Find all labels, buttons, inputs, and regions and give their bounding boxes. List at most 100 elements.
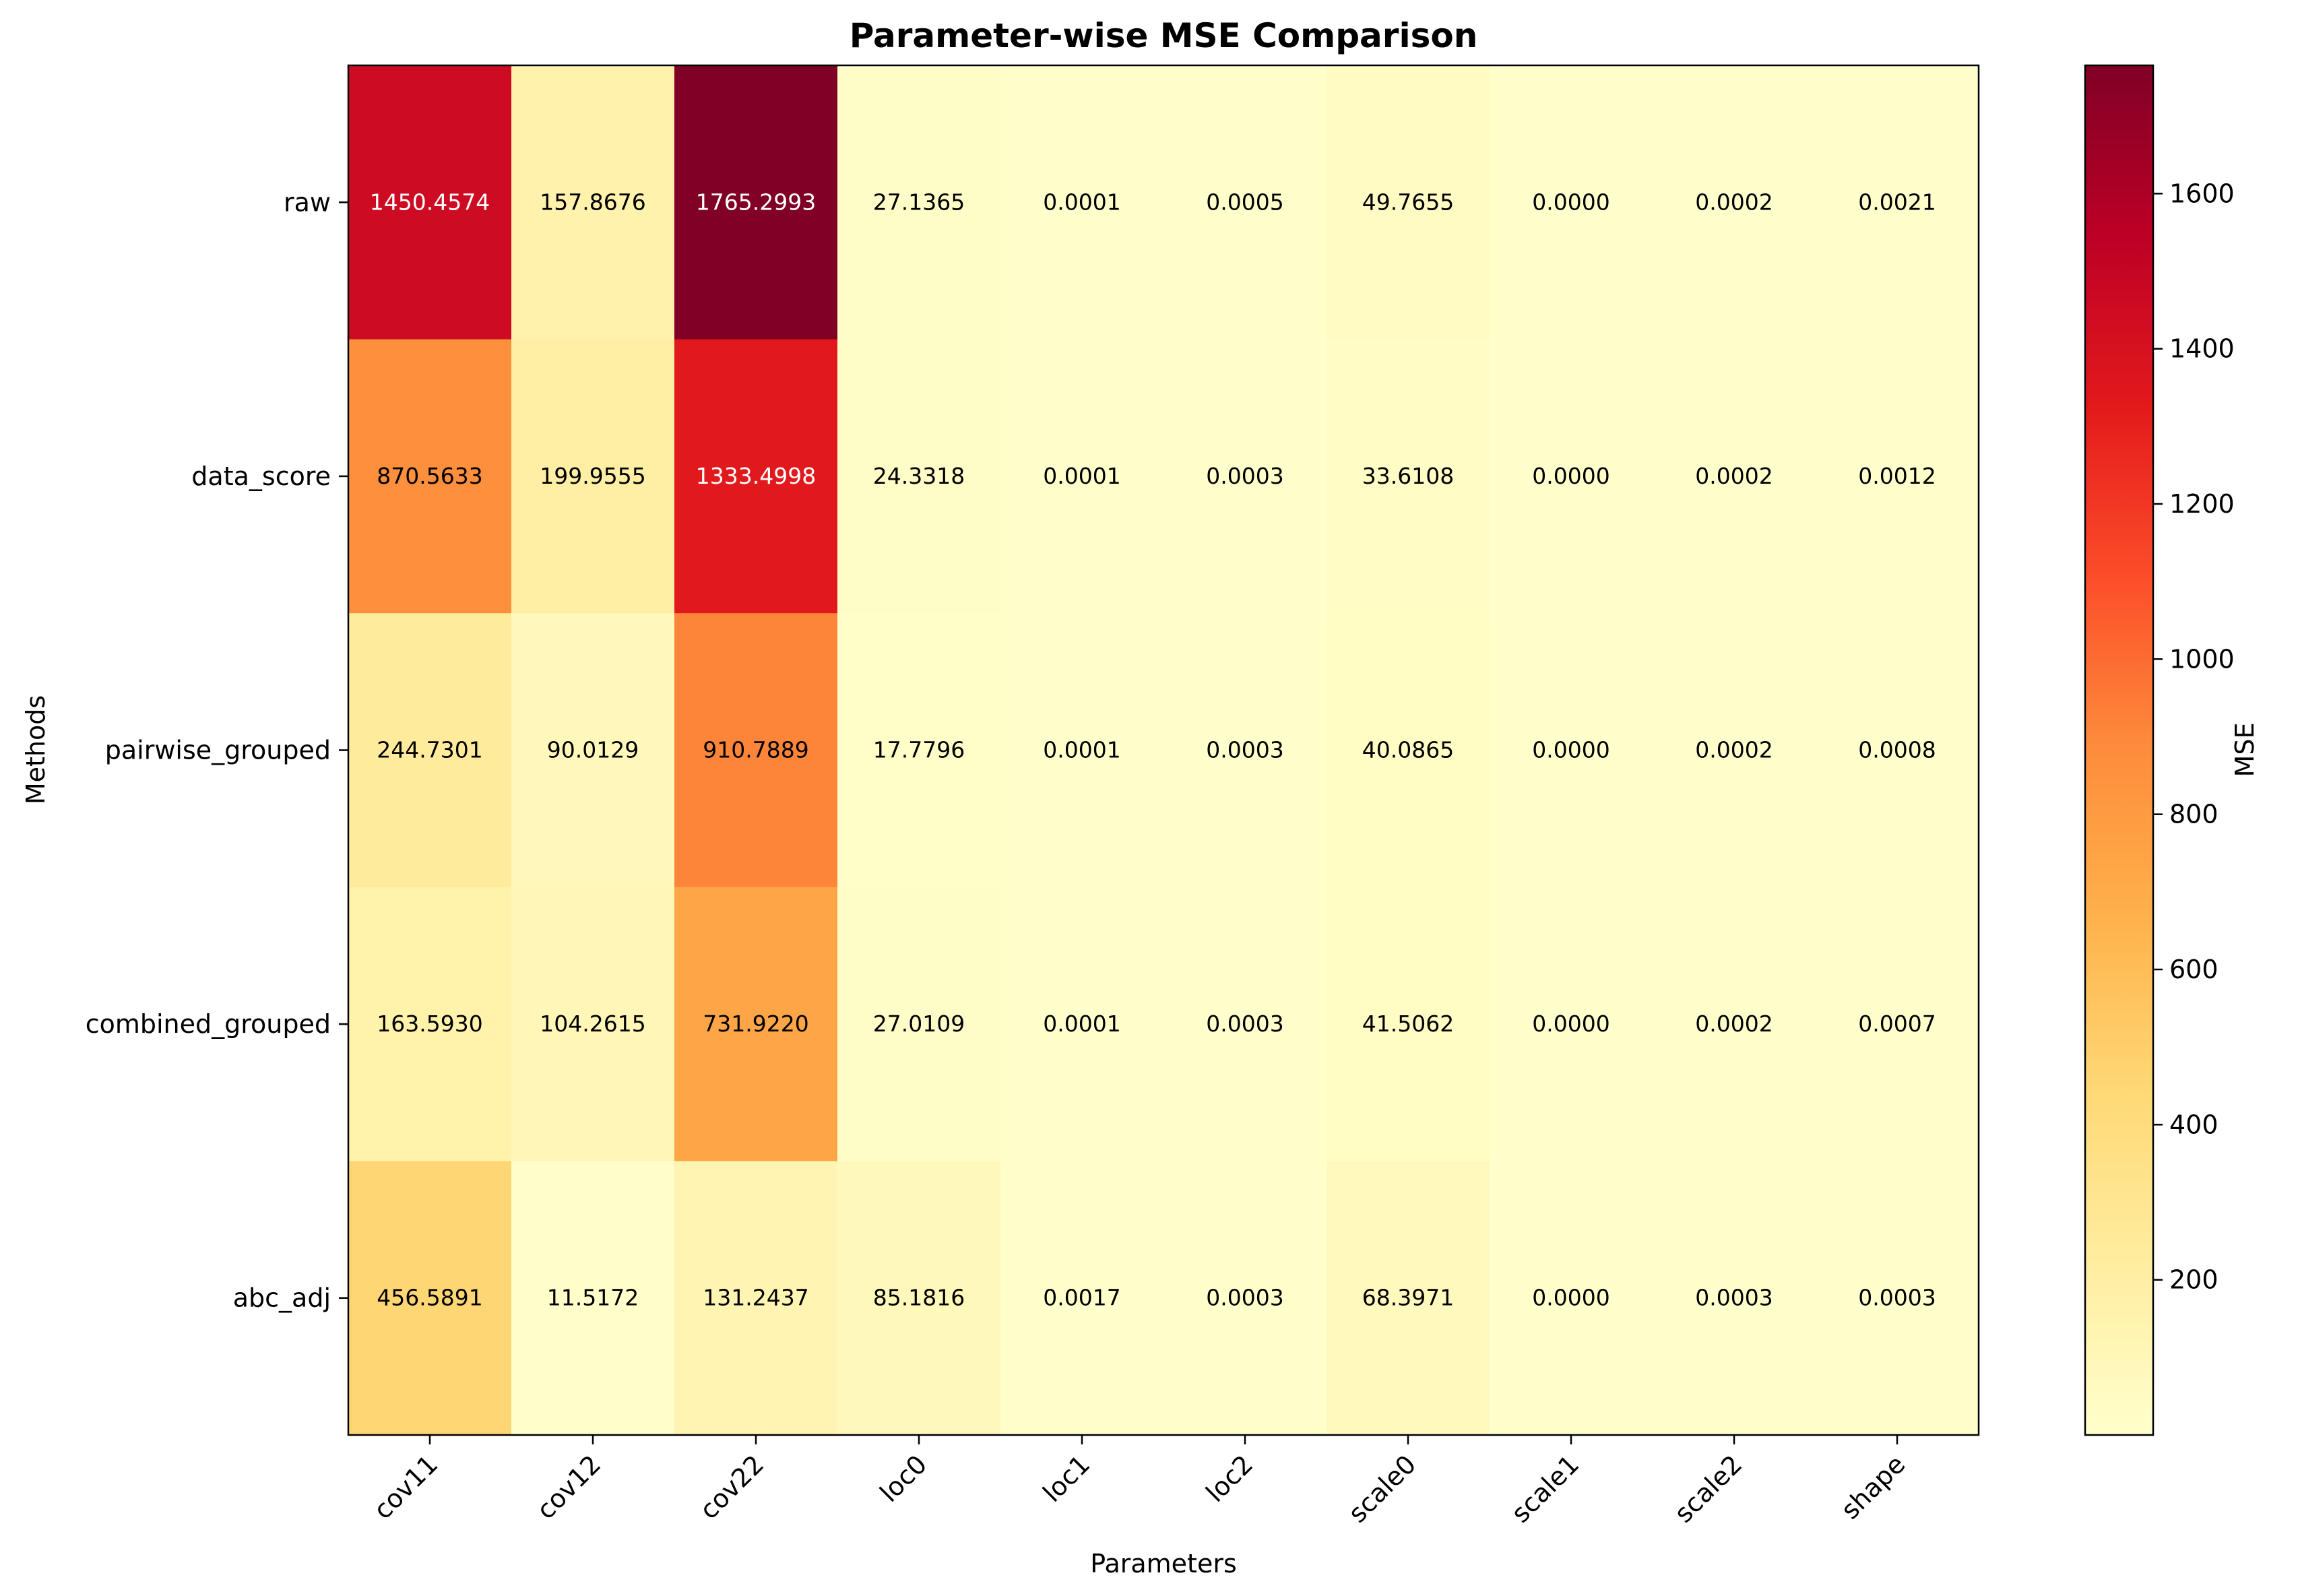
colorbar-tick-label: 1000 [2169,644,2235,674]
cell-value-label: 0.0000 [1532,463,1609,489]
heatmap-cell-raw-cov12 [511,65,675,340]
y-axis-label: Methods [21,695,51,804]
heatmap-cell-data_score-shape [1816,339,1979,614]
cell-value-label: 49.7655 [1362,189,1454,215]
cell-value-label: 0.0000 [1532,1011,1609,1037]
cell-value-label: 0.0002 [1695,1011,1773,1037]
heatmap-cell-raw-shape [1816,65,1979,340]
heatmap-cell-combined_grouped-loc0 [837,887,1001,1161]
cell-value-label: 0.0007 [1858,1011,1936,1037]
cell-value-label: 11.5172 [547,1285,639,1311]
heatmap-cell-pairwise_grouped-scale1 [1490,613,1653,888]
heatmap-cell-combined_grouped-scale0 [1327,887,1490,1161]
cell-value-label: 1333.4998 [696,463,816,489]
heatmap-cell-raw-scale2 [1653,65,1816,340]
heatmap-cell-data_score-cov11 [348,339,512,614]
x-tick-label: scale2 [1669,1449,1748,1528]
y-tick-label: data_score [191,461,331,491]
heatmap-cell-pairwise_grouped-scale0 [1327,613,1490,888]
cell-value-label: 870.5633 [377,463,482,489]
heatmap-cell-combined_grouped-shape [1816,887,1979,1161]
heatmap-cell-combined_grouped-cov22 [674,887,838,1161]
heatmap-cell-raw-cov22 [674,65,838,340]
cell-value-label: 33.6108 [1362,463,1454,489]
colorbar-tick-label: 1200 [2169,489,2235,519]
colorbar-label: MSE [2230,723,2260,777]
heatmap-cell-data_score-loc2 [1163,339,1327,614]
heatmap-cell-abc_adj-cov12 [511,1161,675,1436]
chart-title: Parameter-wise MSE Comparison [850,16,1478,55]
heatmap-cell-raw-scale0 [1327,65,1490,340]
heatmap-cell-raw-loc2 [1163,65,1327,340]
x-axis-label: Parameters [1090,1549,1237,1578]
heatmap-cell-raw-loc1 [1000,65,1164,340]
heatmap-cell-raw-loc0 [837,65,1001,340]
cell-value-label: 0.0001 [1043,737,1120,763]
heatmap-cells [348,65,1979,1436]
cell-value-label: 0.0001 [1043,189,1120,215]
cell-value-label: 1765.2993 [696,189,816,215]
heatmap-cell-pairwise_grouped-loc1 [1000,613,1164,888]
cell-value-label: 0.0003 [1695,1285,1773,1311]
heatmap-cell-pairwise_grouped-cov11 [348,613,512,888]
cell-value-label: 0.0000 [1532,737,1609,763]
heatmap-cell-pairwise_grouped-shape [1816,613,1979,888]
x-tick-label: cov12 [531,1449,606,1525]
x-tick-label: scale1 [1506,1449,1585,1528]
cell-value-label: 90.0129 [547,737,639,763]
cell-value-label: 910.7889 [703,737,808,763]
heatmap-cell-abc_adj-scale1 [1490,1161,1653,1436]
x-tick-label: cov11 [368,1449,443,1525]
cell-value-label: 85.1816 [873,1285,965,1311]
heatmap-cell-raw-cov11 [348,65,512,340]
cell-value-label: 163.5930 [377,1011,482,1037]
heatmap-cell-data_score-scale0 [1327,339,1490,614]
cell-value-label: 0.0017 [1043,1285,1120,1311]
cell-value-label: 0.0021 [1858,189,1936,215]
x-tick-label: loc2 [1200,1449,1258,1508]
heatmap-cell-data_score-loc0 [837,339,1001,614]
cell-value-label: 0.0001 [1043,1011,1120,1037]
colorbar-tick-label: 600 [2169,955,2219,984]
y-axis-ticks: raw data_score pairwise_grouped combined_gr… [86,187,348,1313]
cell-value-label: 157.8676 [540,189,645,215]
cell-value-label: 244.7301 [377,737,482,763]
heatmap-cell-pairwise_grouped-cov12 [511,613,675,888]
heatmap-cell-data_score-cov12 [511,339,675,614]
heatmap-cell-combined_grouped-scale1 [1490,887,1653,1161]
x-tick-label: loc1 [1037,1449,1095,1508]
heatmap-cell-labels: 1450.4574 157.8676 1765.2993 27.1365 0.0001 0… [370,189,1936,1310]
cell-value-label: 27.1365 [873,189,965,215]
heatmap-cell-data_score-scale2 [1653,339,1816,614]
colorbar-ticks: 200 400 600 800 1000 1200 1400 1600 [2153,179,2235,1295]
heatmap-cell-pairwise_grouped-loc0 [837,613,1001,888]
cell-value-label: 27.0109 [873,1011,965,1037]
cell-value-label: 0.0008 [1858,737,1936,763]
cell-value-label: 24.3318 [873,463,965,489]
heatmap-cell-data_score-loc1 [1000,339,1164,614]
cell-value-label: 0.0001 [1043,463,1120,489]
x-tick-label: shape [1835,1449,1911,1525]
heatmap-cell-abc_adj-shape [1816,1161,1979,1436]
cell-value-label: 0.0003 [1858,1285,1936,1311]
colorbar-tick-label: 200 [2169,1265,2219,1295]
colorbar-tick-label: 400 [2169,1110,2219,1139]
cell-value-label: 68.3971 [1362,1285,1454,1311]
x-tick-label: loc0 [874,1449,932,1508]
x-tick-label: scale0 [1343,1449,1422,1528]
heatmap-cell-data_score-cov22 [674,339,838,614]
heatmap-cell-abc_adj-loc0 [837,1161,1001,1436]
cell-value-label: 0.0005 [1206,189,1283,215]
colorbar-tick-label: 1600 [2169,179,2235,208]
y-tick-label: pairwise_grouped [105,736,331,765]
cell-value-label: 0.0003 [1206,737,1283,763]
cell-value-label: 0.0003 [1206,1011,1283,1037]
cell-value-label: 0.0003 [1206,463,1283,489]
heatmap-cell-abc_adj-loc1 [1000,1161,1164,1436]
cell-value-label: 104.2615 [540,1011,645,1037]
x-tick-label: cov22 [694,1449,769,1525]
cell-value-label: 0.0000 [1532,189,1609,215]
colorbar-tick-label: 1400 [2169,334,2235,364]
colorbar-tick-label: 800 [2169,800,2219,829]
